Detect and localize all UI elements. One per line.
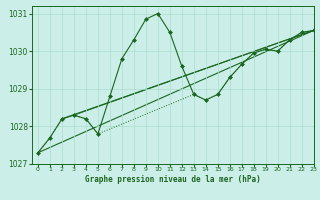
X-axis label: Graphe pression niveau de la mer (hPa): Graphe pression niveau de la mer (hPa): [85, 175, 261, 184]
